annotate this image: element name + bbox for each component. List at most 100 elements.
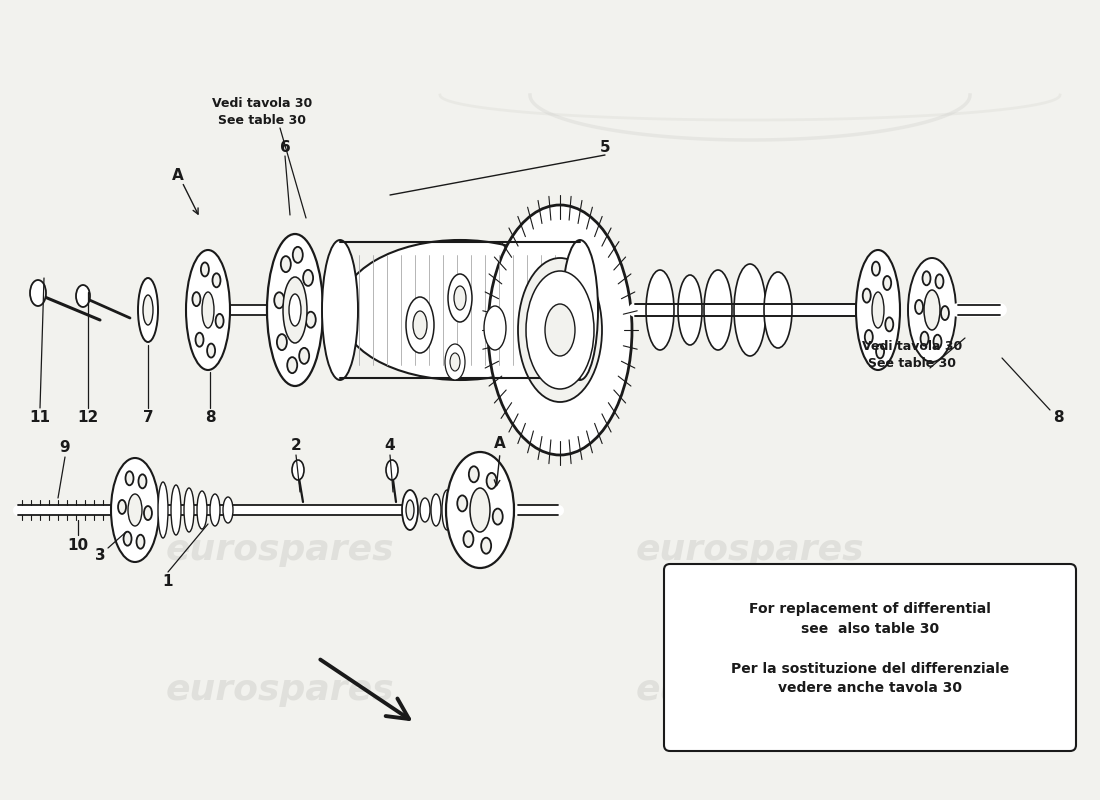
Ellipse shape xyxy=(406,500,414,520)
Ellipse shape xyxy=(143,295,153,325)
Ellipse shape xyxy=(488,205,632,455)
Text: A: A xyxy=(494,435,506,450)
Text: 11: 11 xyxy=(30,410,51,426)
Ellipse shape xyxy=(493,509,503,525)
Ellipse shape xyxy=(118,500,127,514)
Ellipse shape xyxy=(306,312,316,328)
Text: eurospares: eurospares xyxy=(636,673,865,707)
Ellipse shape xyxy=(283,277,307,343)
Ellipse shape xyxy=(144,506,152,520)
Ellipse shape xyxy=(292,460,304,480)
Ellipse shape xyxy=(136,534,144,549)
Text: 1: 1 xyxy=(163,574,174,590)
Ellipse shape xyxy=(544,304,575,356)
Ellipse shape xyxy=(442,490,452,530)
Ellipse shape xyxy=(340,240,580,380)
Ellipse shape xyxy=(448,274,472,322)
Text: 8: 8 xyxy=(1053,410,1064,426)
Ellipse shape xyxy=(921,332,928,346)
Ellipse shape xyxy=(210,494,220,526)
Ellipse shape xyxy=(562,240,598,380)
Ellipse shape xyxy=(764,272,792,348)
Ellipse shape xyxy=(678,275,702,345)
Ellipse shape xyxy=(186,250,230,370)
Ellipse shape xyxy=(125,471,133,486)
Ellipse shape xyxy=(274,292,284,308)
Ellipse shape xyxy=(470,488,490,532)
Text: 6: 6 xyxy=(279,141,290,155)
Ellipse shape xyxy=(201,262,209,277)
Ellipse shape xyxy=(192,292,200,306)
Ellipse shape xyxy=(935,274,944,288)
Ellipse shape xyxy=(322,240,358,380)
Ellipse shape xyxy=(469,466,478,482)
Ellipse shape xyxy=(402,490,418,530)
Ellipse shape xyxy=(280,256,290,272)
Text: 3: 3 xyxy=(95,549,106,563)
Text: eurospares: eurospares xyxy=(636,533,865,567)
Ellipse shape xyxy=(446,344,465,380)
Text: 4: 4 xyxy=(385,438,395,453)
Ellipse shape xyxy=(287,357,297,373)
Ellipse shape xyxy=(289,294,301,326)
Ellipse shape xyxy=(856,250,900,370)
Text: A: A xyxy=(172,167,184,182)
Text: 12: 12 xyxy=(77,410,99,426)
Ellipse shape xyxy=(450,353,460,371)
Ellipse shape xyxy=(197,491,207,529)
Ellipse shape xyxy=(865,330,872,344)
Text: eurospares: eurospares xyxy=(166,673,394,707)
Text: 7: 7 xyxy=(143,410,153,426)
Text: 8: 8 xyxy=(205,410,216,426)
Ellipse shape xyxy=(484,306,506,350)
Ellipse shape xyxy=(526,271,594,389)
Ellipse shape xyxy=(123,532,132,546)
Ellipse shape xyxy=(431,494,441,526)
Ellipse shape xyxy=(872,292,884,328)
Ellipse shape xyxy=(212,274,220,287)
Text: 5: 5 xyxy=(600,141,610,155)
Ellipse shape xyxy=(886,318,893,331)
Ellipse shape xyxy=(139,474,146,488)
Text: 2: 2 xyxy=(290,438,301,453)
Ellipse shape xyxy=(486,473,496,489)
Ellipse shape xyxy=(915,300,923,314)
Text: eurospares: eurospares xyxy=(166,533,394,567)
Ellipse shape xyxy=(704,270,732,350)
Ellipse shape xyxy=(934,334,942,349)
Ellipse shape xyxy=(454,286,466,310)
Ellipse shape xyxy=(646,270,674,350)
Ellipse shape xyxy=(463,531,473,547)
Ellipse shape xyxy=(170,485,182,535)
Ellipse shape xyxy=(734,264,766,356)
Ellipse shape xyxy=(908,258,956,362)
Ellipse shape xyxy=(481,538,492,554)
Ellipse shape xyxy=(446,452,514,568)
Ellipse shape xyxy=(924,290,940,330)
Ellipse shape xyxy=(420,498,430,522)
Ellipse shape xyxy=(76,285,90,307)
Ellipse shape xyxy=(216,314,223,328)
Text: 9: 9 xyxy=(59,439,70,454)
Ellipse shape xyxy=(923,271,931,286)
Ellipse shape xyxy=(184,488,194,532)
Ellipse shape xyxy=(277,334,287,350)
Ellipse shape xyxy=(223,497,233,523)
Ellipse shape xyxy=(158,482,168,538)
Ellipse shape xyxy=(412,311,427,339)
Text: Vedi tavola 30
See table 30: Vedi tavola 30 See table 30 xyxy=(862,340,962,370)
Text: For replacement of differential
see  also table 30: For replacement of differential see also… xyxy=(749,602,991,636)
Ellipse shape xyxy=(862,289,871,302)
Ellipse shape xyxy=(304,270,313,286)
Ellipse shape xyxy=(196,333,204,346)
Text: 10: 10 xyxy=(67,538,89,553)
Ellipse shape xyxy=(406,297,434,353)
Ellipse shape xyxy=(267,234,323,386)
Ellipse shape xyxy=(293,247,303,263)
Ellipse shape xyxy=(876,344,884,358)
Ellipse shape xyxy=(386,460,398,480)
Ellipse shape xyxy=(518,258,602,402)
Ellipse shape xyxy=(453,486,463,534)
Ellipse shape xyxy=(883,276,891,290)
Ellipse shape xyxy=(940,306,949,320)
